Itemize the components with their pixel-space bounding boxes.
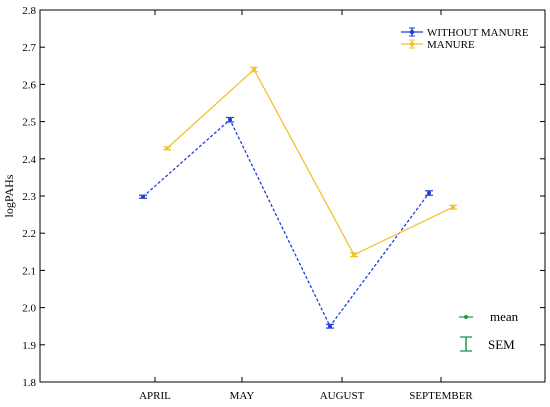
- x-tick-label: MAY: [230, 390, 255, 402]
- legend-entry-label: WITHOUT MANURE: [427, 27, 529, 39]
- legend-marker: [409, 29, 415, 35]
- y-axis-ticks: 1.8 1.9 2.0 2.1 2.2 2.3 2.4 2.5 2.6 2.7 2.8: [22, 5, 545, 389]
- y-tick-label: 1.9: [22, 340, 36, 352]
- mean-sem-key: mean SEM: [459, 309, 519, 352]
- x-tick-label: AUGUST: [320, 390, 365, 402]
- y-tick-label: 1.8: [22, 377, 36, 389]
- y-tick-label: 2.5: [22, 117, 36, 129]
- y-tick-label: 2.4: [22, 154, 36, 166]
- data-point: [352, 252, 356, 257]
- data-point: [228, 117, 232, 122]
- x-tick-label: APRIL: [139, 390, 171, 402]
- data-point: [328, 324, 332, 329]
- x-axis-ticks: APRIL MAY AUGUST SEPTEMBER: [139, 10, 473, 402]
- mean-key-label: mean: [490, 309, 519, 324]
- y-axis-label: logPAHs: [2, 174, 16, 217]
- y-tick-label: 2.1: [22, 265, 36, 277]
- x-tick-label: SEPTEMBER: [409, 390, 473, 402]
- series-manure: [163, 66, 457, 258]
- y-tick-label: 2.3: [22, 191, 36, 203]
- series-line: [142, 118, 430, 328]
- y-tick-label: 2.6: [22, 79, 36, 91]
- series-layer: [139, 66, 457, 329]
- data-point: [451, 205, 455, 210]
- plot-area: [39, 9, 546, 383]
- legend-entry-label: MANURE: [427, 39, 475, 51]
- y-tick-label: 2.7: [22, 42, 36, 54]
- sem-key-label: SEM: [488, 337, 515, 352]
- data-point: [252, 67, 256, 72]
- mean-key-marker: [464, 315, 468, 319]
- data-point: [165, 146, 169, 151]
- data-point: [427, 191, 431, 196]
- data-point: [141, 194, 145, 199]
- series-without-manure: [139, 116, 433, 329]
- y-tick-label: 2.2: [22, 228, 36, 240]
- y-tick-label: 2.8: [22, 5, 36, 17]
- legend-marker: [409, 41, 415, 47]
- y-tick-label: 2.0: [22, 303, 36, 315]
- series-line: [166, 68, 454, 256]
